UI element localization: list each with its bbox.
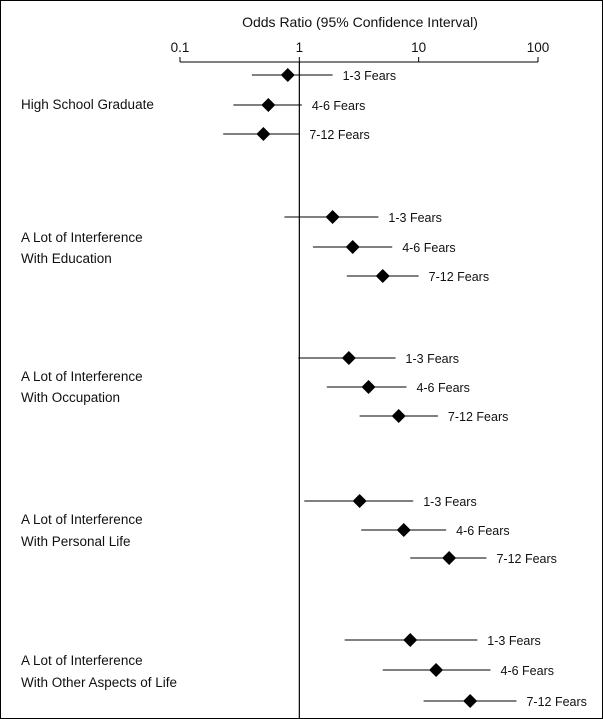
group: A Lot of Interference With Education 1-3 F… [21, 210, 489, 284]
estimate-diamond [325, 210, 340, 224]
estimate-diamond [280, 68, 295, 82]
estimate-diamond [375, 269, 390, 283]
group-label: A Lot of Interference [21, 230, 143, 245]
x-axis-title: Odds Ratio (95% Confidence Interval) [242, 14, 478, 30]
group: A Lot of Interference With Occupation 1-3 … [21, 351, 508, 424]
row-label: 4-6 Fears [312, 99, 366, 113]
group-label: High School Graduate [21, 97, 154, 112]
row-label: 1-3 Fears [406, 352, 460, 366]
estimate-diamond [463, 694, 478, 708]
row-label: 4-6 Fears [501, 664, 554, 678]
row-label: 7-12 Fears [526, 695, 586, 709]
group: A Lot of Interference With Other Aspects … [21, 633, 587, 709]
row-label: 4-6 Fears [402, 241, 456, 255]
group-label: With Education [21, 251, 112, 266]
row-label: 7-12 Fears [309, 128, 369, 142]
row-label: 1-3 Fears [388, 211, 442, 225]
estimate-diamond [345, 240, 360, 254]
group-label: With Occupation [21, 390, 120, 405]
estimate-diamond [261, 98, 276, 112]
x-tick-label: 100 [527, 40, 550, 55]
row-label: 7-12 Fears [496, 552, 556, 566]
group-label: A Lot of Interference [21, 512, 143, 527]
row-label: 7-12 Fears [448, 410, 508, 424]
group-label: A Lot of Interference [21, 369, 143, 384]
estimate-diamond [429, 663, 444, 677]
row-label: 1-3 Fears [487, 634, 541, 648]
estimate-diamond [361, 380, 376, 394]
estimate-diamond [391, 409, 406, 423]
estimate-diamond [341, 351, 356, 365]
groups-container: High School Graduate 1-3 Fears 4-6 Fears 7-… [21, 68, 587, 709]
row-label: 4-6 Fears [416, 381, 470, 395]
estimate-diamond [352, 494, 367, 508]
estimate-diamond [442, 551, 457, 565]
group-label: With Personal Life [21, 534, 131, 549]
x-tick-label: 10 [411, 40, 426, 55]
x-tick-label: 0.1 [171, 40, 190, 55]
estimate-diamond [256, 127, 271, 141]
x-tick-label: 1 [296, 40, 304, 55]
row-label: 7-12 Fears [429, 270, 489, 284]
row-label: 4-6 Fears [456, 524, 510, 538]
estimate-diamond [396, 523, 411, 537]
row-label: 1-3 Fears [343, 69, 397, 83]
group-label: A Lot of Interference [21, 653, 143, 668]
estimate-diamond [403, 633, 418, 647]
group: High School Graduate 1-3 Fears 4-6 Fears 7-… [21, 68, 396, 142]
row-label: 1-3 Fears [423, 495, 477, 509]
x-axis: 0.1 1 10 100 [171, 40, 550, 63]
group-label: With Other Aspects of Life [21, 675, 177, 690]
group: A Lot of Interference With Personal Life 1… [21, 494, 557, 566]
